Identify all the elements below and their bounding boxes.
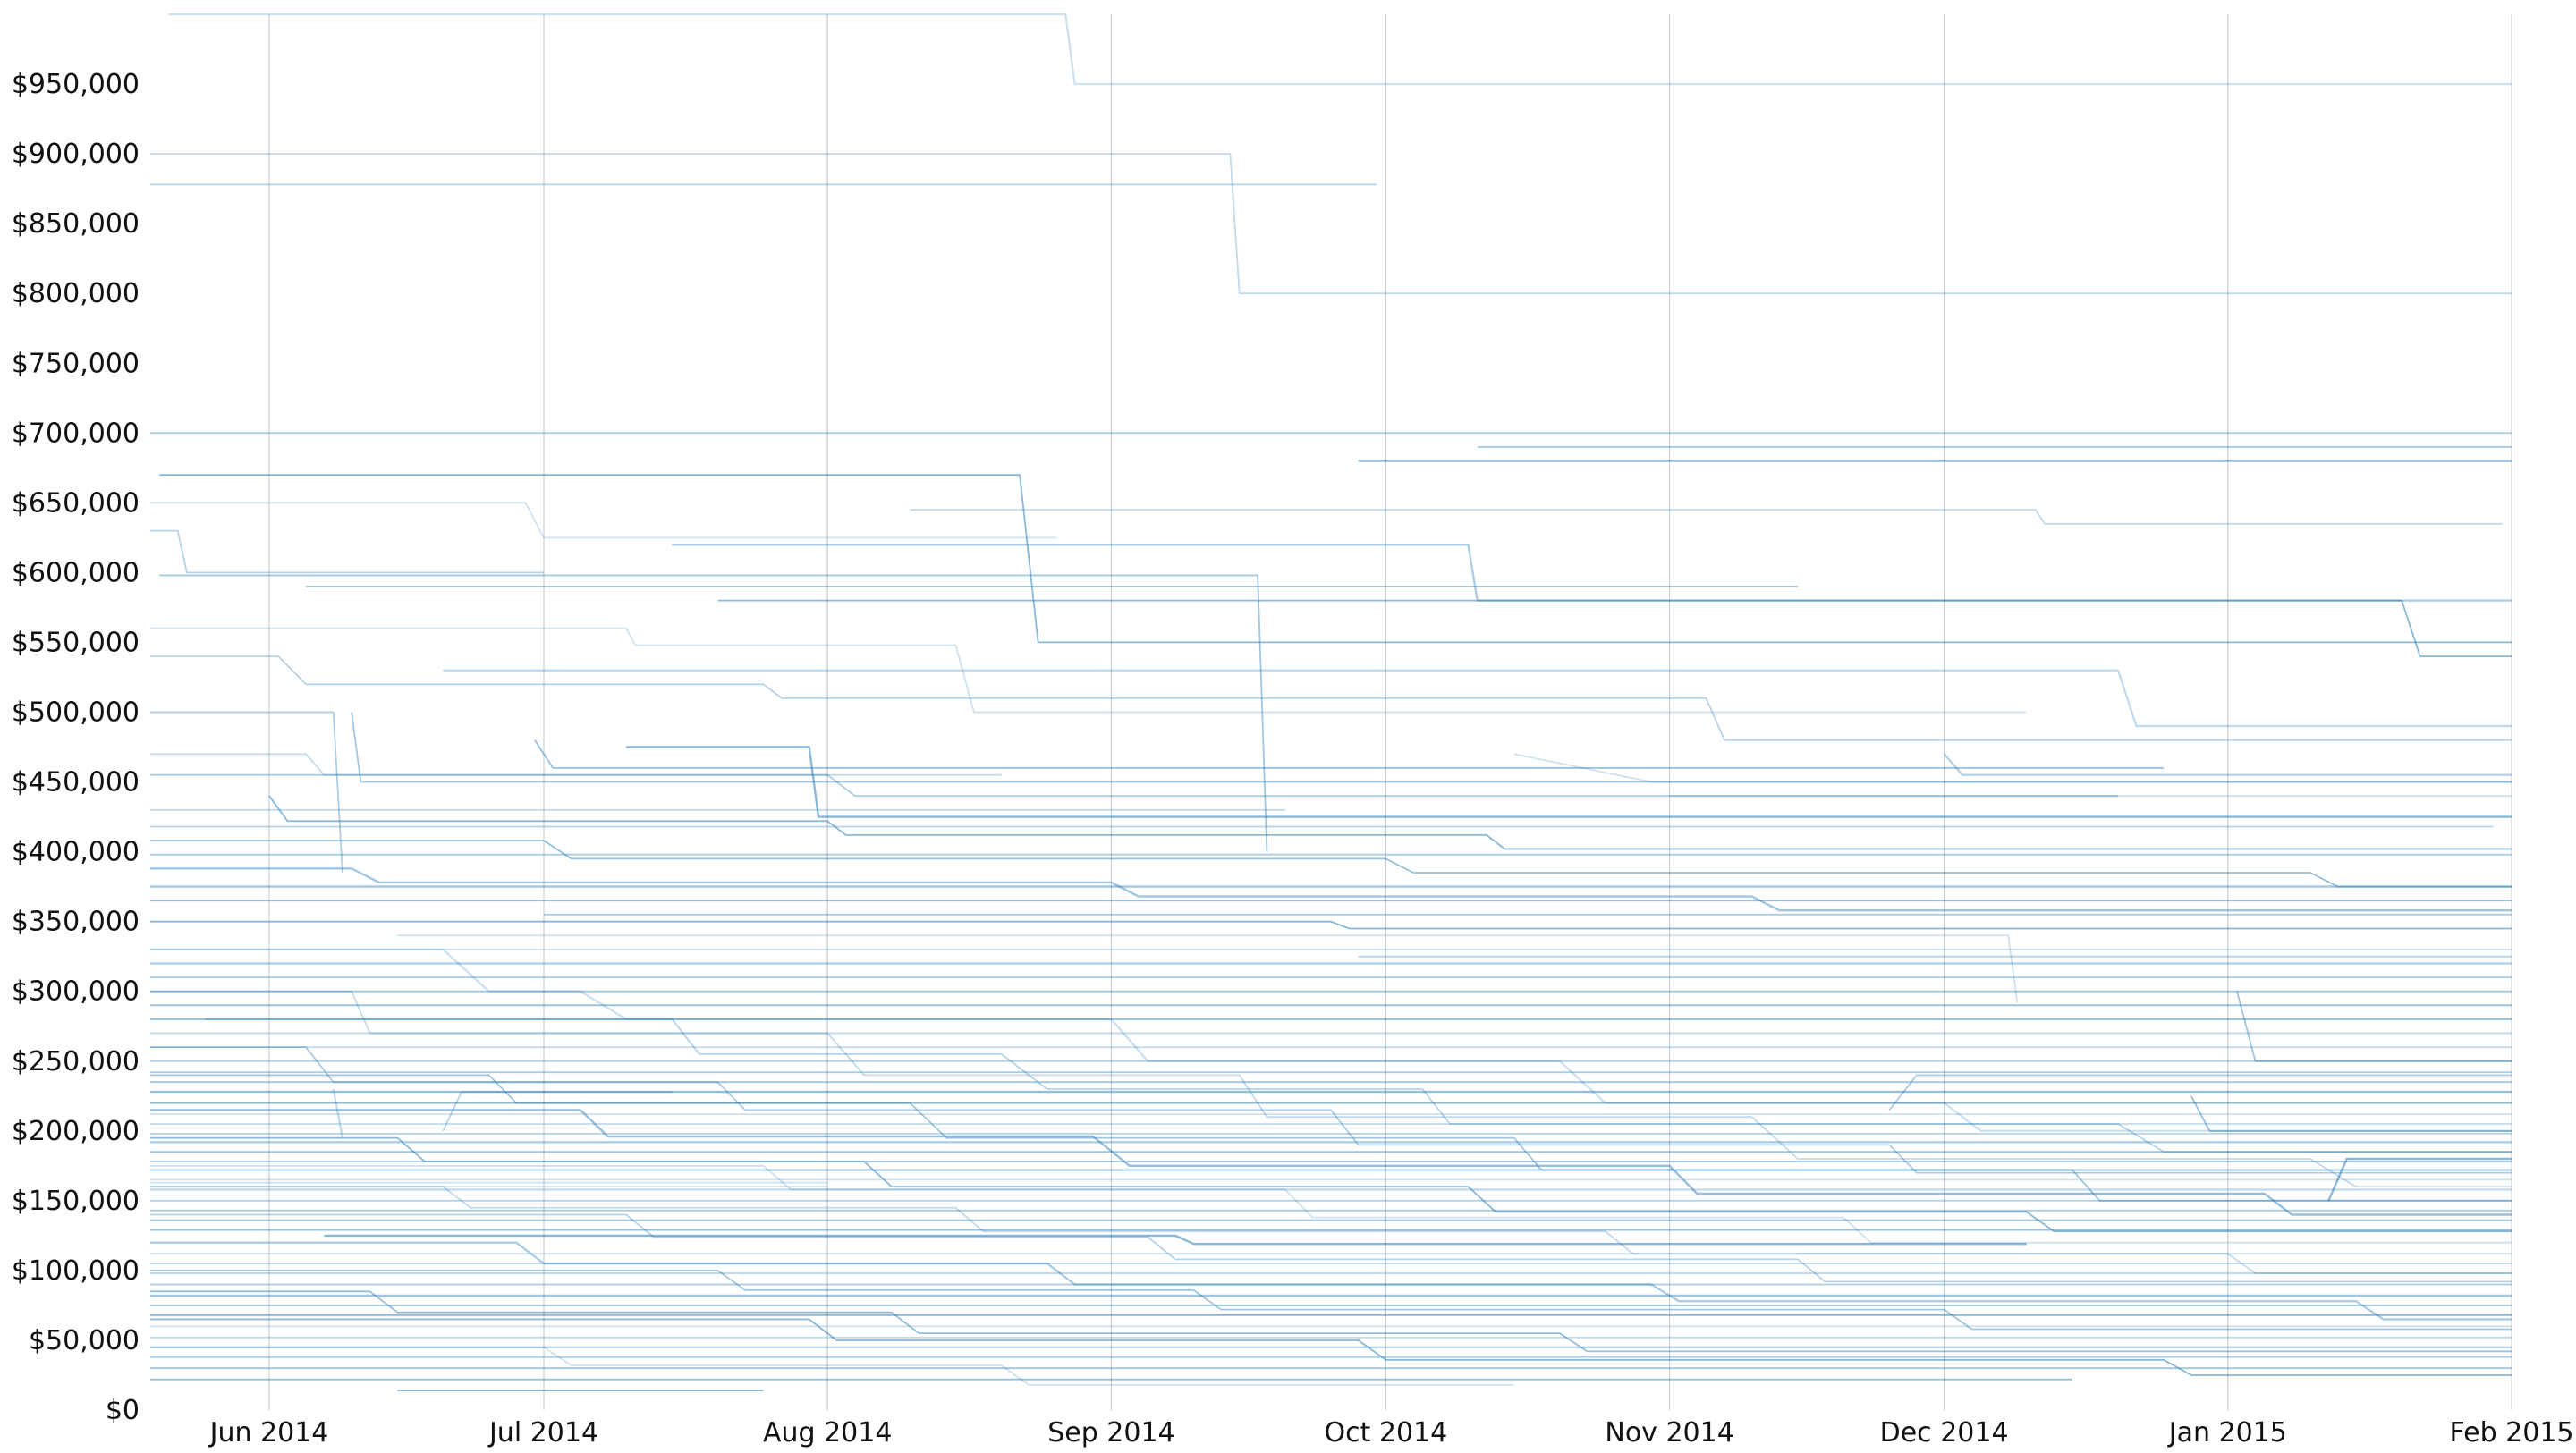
y-tick-label: $250,000: [12, 1046, 140, 1077]
y-tick-label: $500,000: [12, 697, 140, 729]
y-tick-label: $950,000: [12, 69, 140, 100]
y-tick-label: $600,000: [12, 557, 140, 588]
y-tick-label: $900,000: [12, 139, 140, 170]
y-tick-label: $150,000: [12, 1186, 140, 1217]
x-tick-label: Nov 2014: [1605, 1417, 1733, 1449]
x-axis: Jun 2014 Jul 2014 Aug 2014 Sep 2014 Oct 2014…: [208, 1417, 2574, 1449]
y-tick-label: $400,000: [12, 837, 140, 868]
x-tick-label: Aug 2014: [763, 1417, 892, 1449]
x-tick-label: Oct 2014: [1325, 1417, 1448, 1449]
y-tick-label: $850,000: [12, 208, 140, 240]
y-tick-label: $550,000: [12, 627, 140, 658]
x-tick-label: Dec 2014: [1880, 1417, 2009, 1449]
y-tick-label: $300,000: [12, 976, 140, 1008]
x-tick-label: Jul 2014: [487, 1417, 598, 1449]
y-tick-label: $450,000: [12, 767, 140, 798]
y-tick-label: $50,000: [29, 1325, 140, 1356]
y-tick-label: $0: [106, 1395, 140, 1426]
x-tick-label: Jun 2014: [208, 1417, 329, 1449]
x-tick-label: Jan 2015: [2167, 1417, 2287, 1449]
y-tick-label: $200,000: [12, 1116, 140, 1147]
y-tick-label: $100,000: [12, 1255, 140, 1287]
y-tick-label: $650,000: [12, 487, 140, 519]
y-tick-label: $800,000: [12, 278, 140, 309]
x-tick-label: Sep 2014: [1047, 1417, 1174, 1449]
y-tick-label: $350,000: [12, 907, 140, 938]
y-tick-label: $700,000: [12, 418, 140, 449]
y-tick-label: $750,000: [12, 348, 140, 379]
x-tick-label: Feb 2015: [2450, 1417, 2574, 1449]
